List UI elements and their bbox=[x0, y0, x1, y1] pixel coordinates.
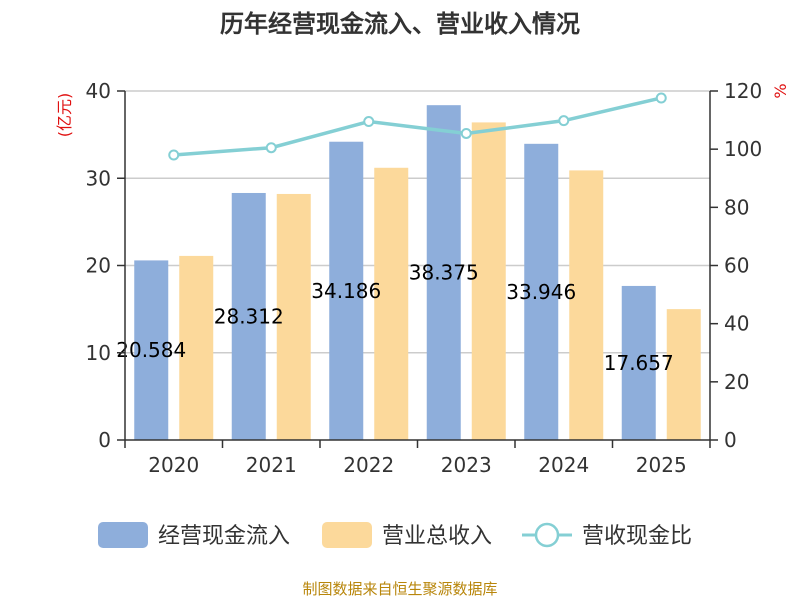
legend-marker bbox=[534, 522, 560, 548]
line-point bbox=[558, 115, 570, 127]
bar-cash-inflow bbox=[329, 141, 364, 440]
left-axis-tick-label: 20 bbox=[86, 254, 111, 278]
left-axis-tick-label: 30 bbox=[86, 166, 111, 190]
bar-data-label: 20.584 bbox=[116, 338, 186, 362]
grid-lines bbox=[125, 90, 710, 354]
legend-swatch bbox=[98, 522, 148, 548]
bar-revenue bbox=[179, 255, 214, 440]
left-axis-tick-label: 40 bbox=[86, 79, 111, 103]
legend-label: 营收现金比 bbox=[582, 524, 692, 549]
right-axis-unit: % bbox=[771, 83, 790, 98]
bar-revenue bbox=[471, 122, 506, 440]
bar-cash-inflow bbox=[231, 192, 266, 440]
bar-revenue bbox=[374, 167, 409, 440]
right-axis-tick-label: 60 bbox=[724, 254, 749, 278]
legend: 经营现金流入 营业总收入 营收现金比 bbox=[98, 522, 692, 549]
x-axis-tick-label: 2024 bbox=[538, 453, 589, 477]
right-axis-tick-label: 20 bbox=[724, 370, 749, 394]
legend-label: 营业总收入 bbox=[382, 524, 492, 549]
bar-cash-inflow bbox=[134, 260, 169, 440]
bar-data-label: 33.946 bbox=[506, 280, 576, 304]
legend-swatch bbox=[322, 522, 372, 548]
line-series-group bbox=[168, 92, 667, 161]
left-axis-unit: (亿元) bbox=[55, 93, 74, 138]
line-cash-ratio bbox=[173, 96, 662, 157]
bar-cash-inflow bbox=[524, 143, 559, 440]
left-axis-tick-label: 0 bbox=[98, 428, 111, 452]
line-point bbox=[460, 127, 472, 139]
chart-title: 历年经营现金流入、营业收入情况 bbox=[220, 10, 580, 38]
left-axis-tick-label: 10 bbox=[86, 341, 111, 365]
line-point bbox=[265, 142, 277, 154]
line-point bbox=[168, 149, 180, 161]
line-point bbox=[363, 116, 375, 128]
bar-cash-inflow bbox=[426, 105, 461, 440]
line-point bbox=[655, 92, 667, 104]
x-axis-tick-label: 2023 bbox=[441, 453, 492, 477]
right-axis-tick-label: 80 bbox=[724, 195, 749, 219]
bar-revenue bbox=[666, 309, 701, 440]
legend-label: 经营现金流入 bbox=[158, 524, 290, 549]
x-axis-tick-label: 2025 bbox=[636, 453, 687, 477]
x-axis-tick-label: 2022 bbox=[343, 453, 394, 477]
bar-revenue bbox=[569, 170, 604, 440]
right-axis-tick-label: 40 bbox=[724, 312, 749, 336]
x-axis-tick-label: 2020 bbox=[148, 453, 199, 477]
bar-data-label: 28.312 bbox=[214, 304, 284, 328]
bar-data-label: 38.375 bbox=[409, 261, 479, 285]
bar-data-label: 17.657 bbox=[604, 351, 674, 375]
bar-series-group bbox=[134, 105, 701, 440]
right-axis-tick-label: 100 bbox=[724, 137, 762, 161]
bar-data-label: 34.186 bbox=[311, 279, 381, 303]
x-axis-tick-label: 2021 bbox=[246, 453, 297, 477]
data-source-note: 制图数据来自恒生聚源数据库 bbox=[302, 580, 497, 598]
data-labels-group: 20.584 28.312 34.186 38.375 33.946 17.657 bbox=[116, 261, 673, 375]
bar-cash-inflow bbox=[621, 285, 656, 440]
right-axis-tick-label: 0 bbox=[724, 428, 737, 452]
axes-group: 0 10 20 30 40 0 20 40 60 80 100 120 2020 2021 2022 2023… bbox=[86, 79, 763, 477]
right-axis-tick-label: 120 bbox=[724, 79, 762, 103]
bar-revenue bbox=[276, 193, 311, 440]
